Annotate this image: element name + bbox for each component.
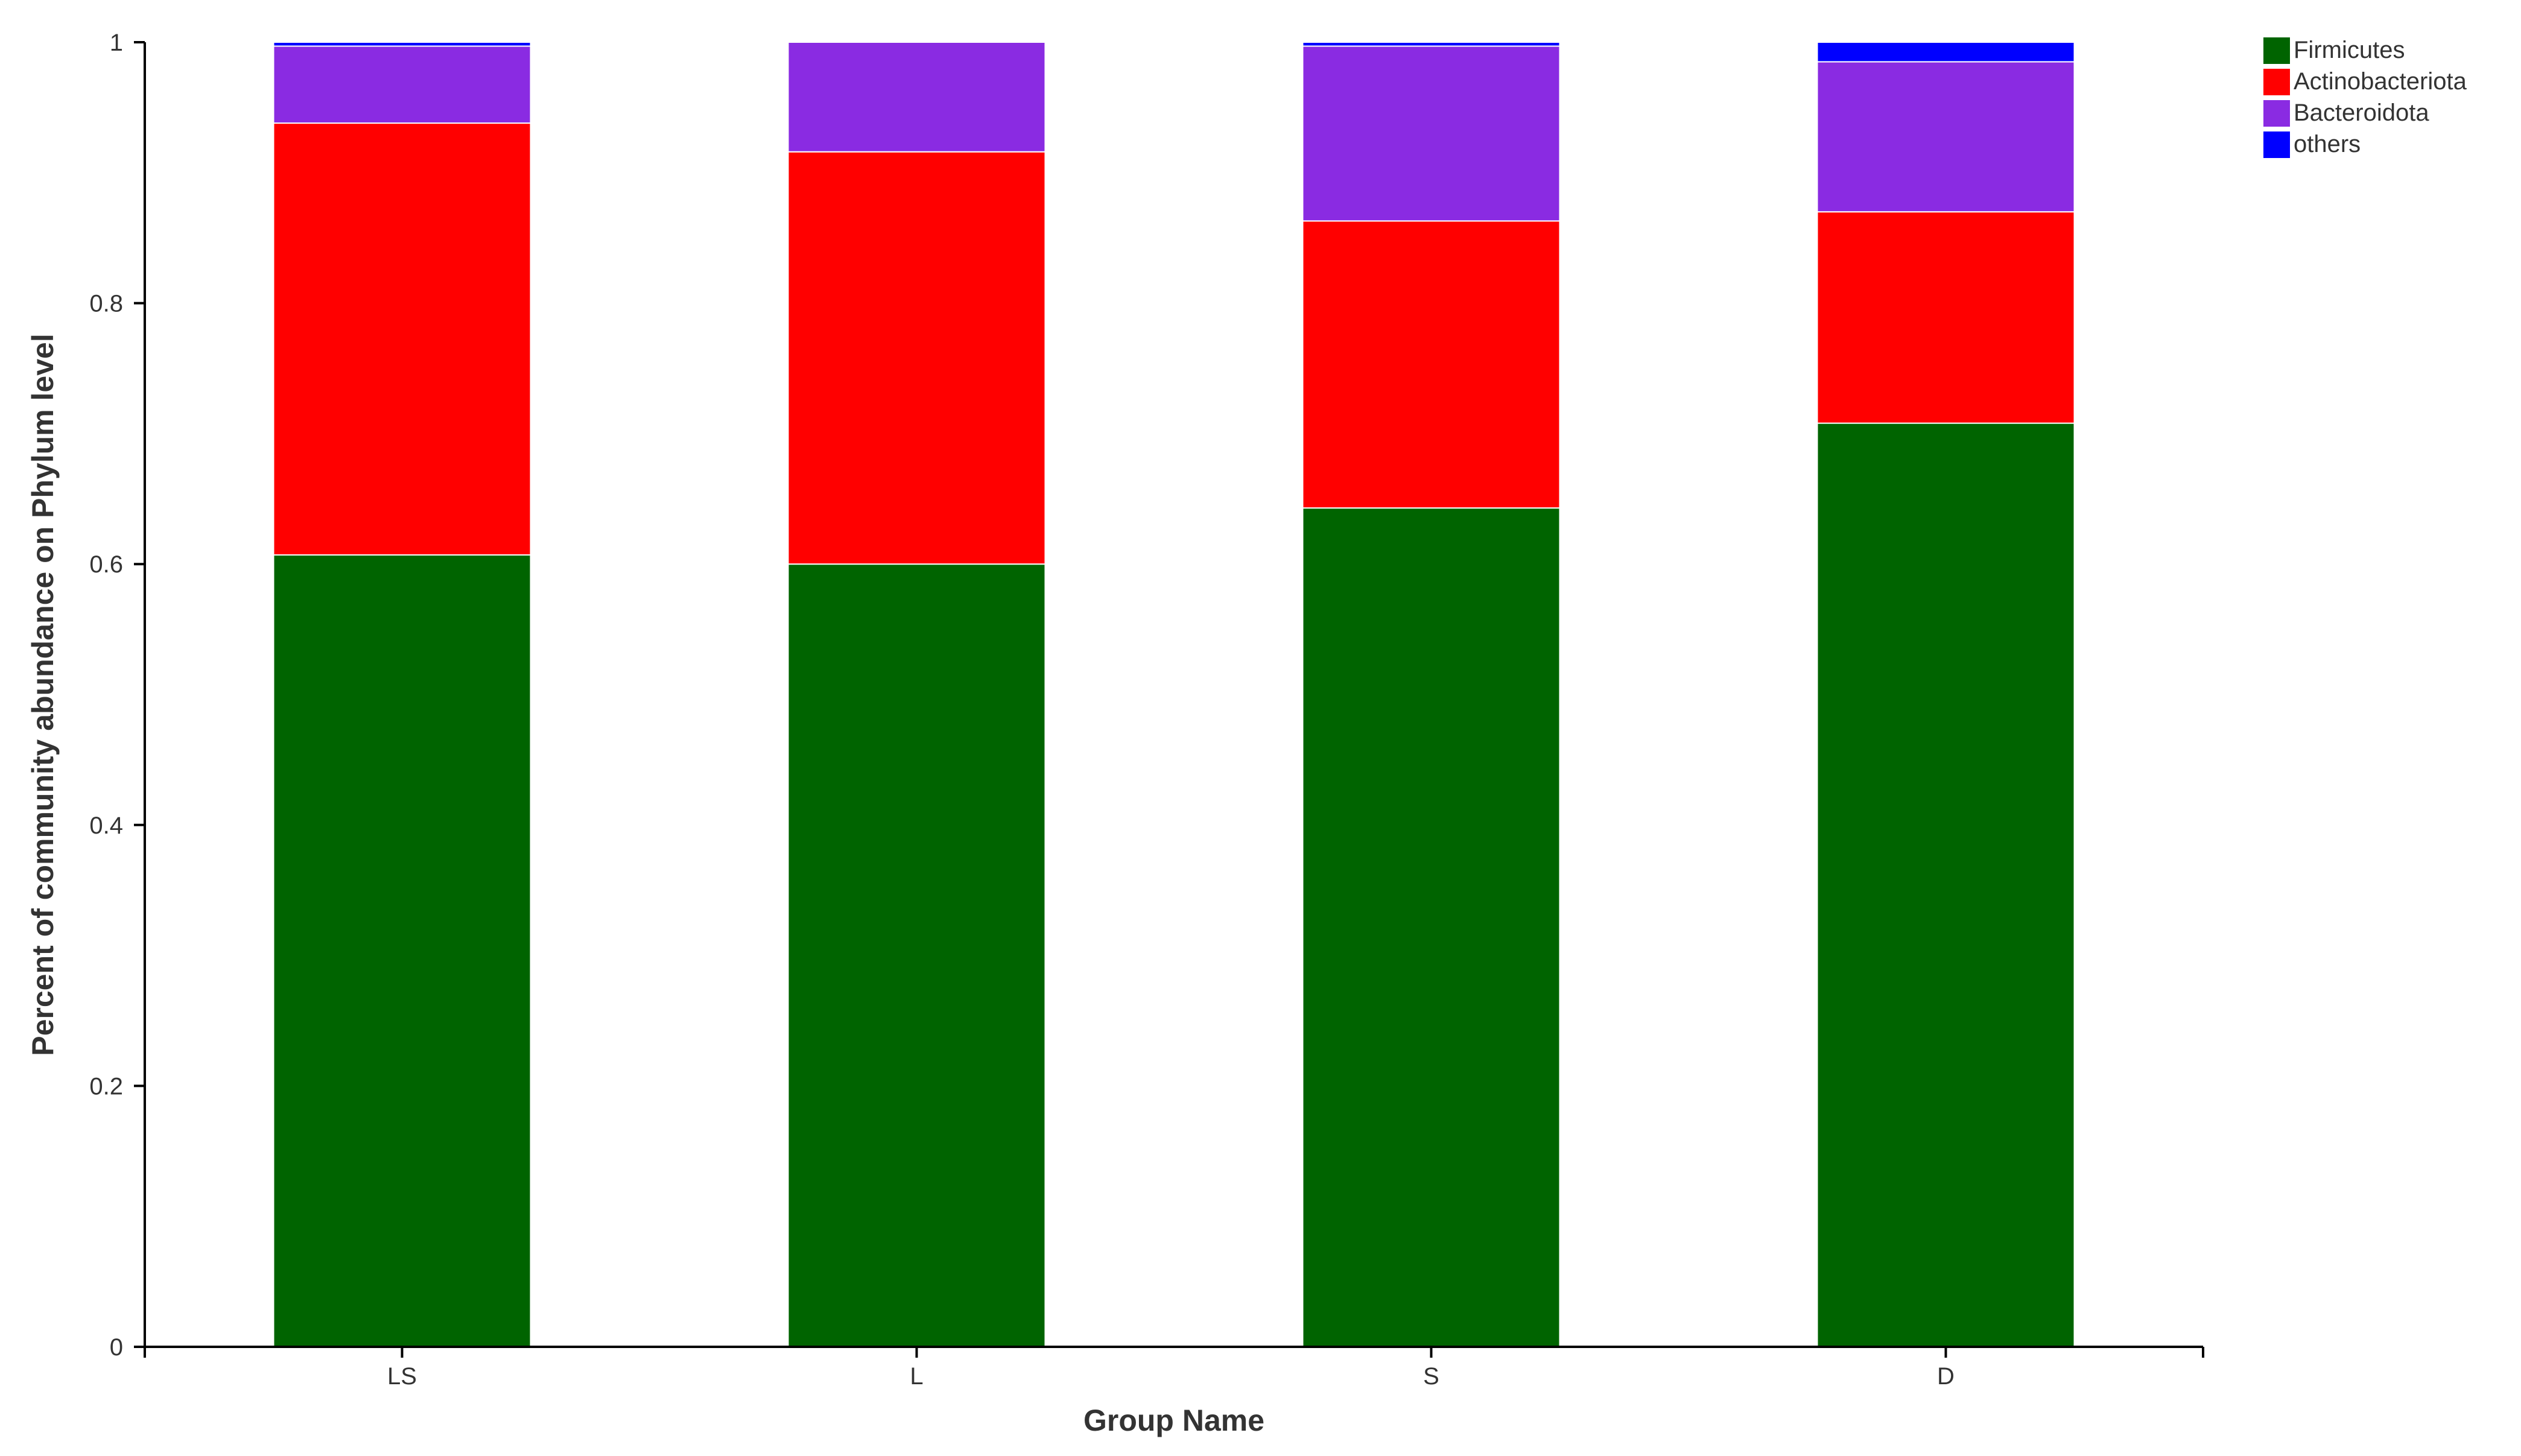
legend-label-firmicutes: Firmicutes (2294, 37, 2405, 63)
legend-label-actinobacteriota: Actinobacteriota (2294, 68, 2467, 95)
legend-swatch-firmicutes (2263, 37, 2290, 64)
bar-d-bacteroidota (1816, 61, 2075, 213)
x-tick-label-ls: LS (387, 1363, 417, 1390)
axes (144, 42, 2204, 1358)
legend-label-others: others (2294, 131, 2361, 157)
y-tick-label: 0 (110, 1334, 123, 1361)
bar-ls-actinobacteriota (273, 122, 531, 556)
bar-l-actinobacteriota (787, 151, 1046, 565)
bar-s-bacteroidota (1302, 45, 1561, 222)
y-tick-label: 1 (110, 30, 123, 56)
y-tick-label: 0.4 (89, 812, 123, 839)
bar-d-others (1816, 42, 2075, 63)
bar-ls-bacteroidota (273, 45, 531, 124)
bar-ls-others (273, 42, 531, 47)
y-tick-label: 0.2 (89, 1073, 123, 1100)
y-tick-label: 0.8 (89, 291, 123, 317)
legend-swatch-others (2263, 131, 2290, 158)
bar-s-firmicutes (1302, 507, 1561, 1347)
y-tick-label: 0.6 (89, 551, 123, 578)
bar-l-firmicutes (787, 563, 1046, 1348)
legend-swatch-actinobacteriota (2263, 69, 2290, 95)
bar-s-others (1302, 42, 1561, 47)
legend: Firmicutes Actinobacteriota Bacteroidota ot… (2263, 37, 2467, 158)
x-axis-title: Group Name (1083, 1404, 1264, 1437)
x-tick-label-d: D (1937, 1363, 1955, 1390)
y-axis-ticks: 0 0.2 0.4 0.6 0.8 1 (89, 30, 145, 1361)
plot-area (273, 42, 2075, 1348)
bar-ls-firmicutes (273, 554, 531, 1348)
x-tick-label-s: S (1423, 1363, 1439, 1390)
bar-l-bacteroidota (787, 42, 1046, 153)
bar-d-firmicutes (1816, 422, 2075, 1348)
x-axis-ticks: LS L S D (387, 1347, 1955, 1390)
x-tick-label-l: L (910, 1363, 923, 1390)
bar-s-actinobacteriota (1302, 220, 1561, 509)
y-axis-title: Percent of community abundance on Phylum… (26, 334, 60, 1056)
legend-swatch-bacteroidota (2263, 100, 2290, 127)
legend-label-bacteroidota: Bacteroidota (2294, 100, 2429, 126)
bar-d-actinobacteriota (1816, 211, 2075, 424)
